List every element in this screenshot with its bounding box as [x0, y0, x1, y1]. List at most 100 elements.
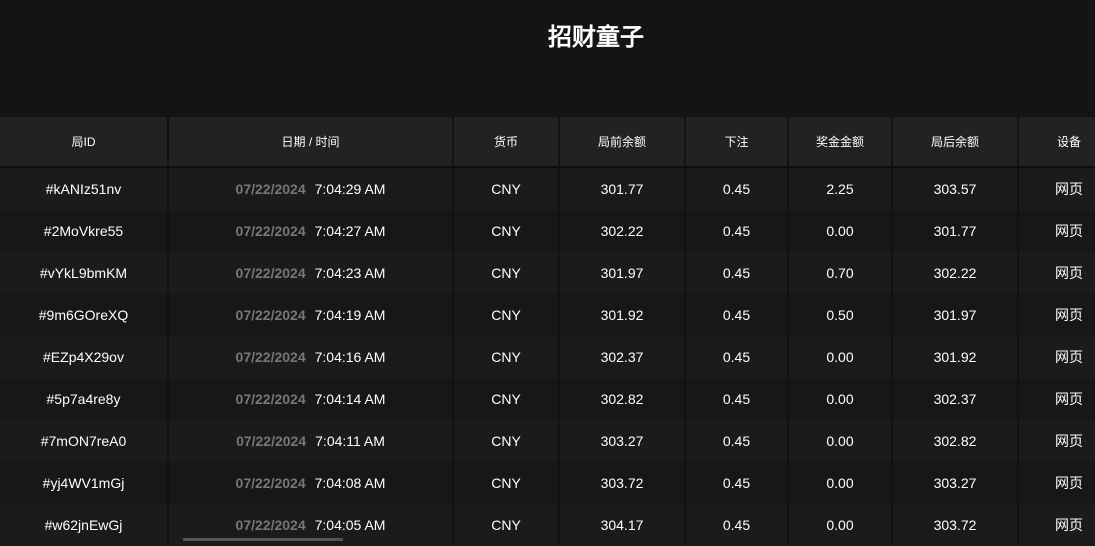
win-amount: 0.00: [788, 336, 893, 378]
win-amount: 0.00: [788, 378, 893, 420]
bet: 0.45: [685, 210, 789, 252]
bet: 0.45: [685, 336, 789, 378]
balance-after: 301.97: [892, 294, 1019, 336]
win-amount: 0.00: [788, 420, 893, 462]
time: 7:04:19 AM: [314, 307, 386, 323]
horizontal-scrollbar[interactable]: [183, 538, 343, 541]
table-row[interactable]: #kANIz51nv 07/22/2024 7:04:29 AM CNY 301.77 0…: [0, 167, 1095, 210]
balance-before: 303.72: [559, 462, 686, 504]
date: 07/22/2024: [235, 181, 306, 197]
balance-after: 301.77: [892, 210, 1019, 252]
bet: 0.45: [685, 252, 789, 294]
device: 网页: [1018, 294, 1095, 336]
balance-after: 303.72: [892, 504, 1019, 546]
bet: 0.45: [685, 462, 789, 504]
round-id: #vYkL9bmKM: [0, 252, 169, 294]
datetime: 07/22/2024 7:04:23 AM: [168, 252, 454, 294]
time: 7:04:08 AM: [314, 475, 386, 491]
column-header-win-amount: 奖金金额: [788, 117, 893, 168]
bet: 0.45: [685, 504, 789, 546]
time: 7:04:11 AM: [315, 433, 385, 449]
time: 7:04:29 AM: [314, 181, 386, 197]
date: 07/22/2024: [235, 475, 306, 491]
balance-after: 303.27: [892, 462, 1019, 504]
device: 网页: [1018, 462, 1095, 504]
column-header-round-id: 局ID: [0, 117, 169, 168]
device: 网页: [1018, 210, 1095, 252]
device: 网页: [1018, 167, 1095, 210]
date: 07/22/2024: [235, 223, 306, 239]
round-id: #w62jnEwGj: [0, 504, 169, 546]
currency: CNY: [453, 210, 560, 252]
balance-after: 302.82: [892, 420, 1019, 462]
balance-before: 301.77: [559, 167, 686, 210]
column-header-balance-before: 局前余额: [559, 117, 686, 168]
table-row[interactable]: #9m6GOreXQ 07/22/2024 7:04:19 AM CNY 301.92 0…: [0, 294, 1095, 336]
time: 7:04:14 AM: [314, 391, 386, 407]
page-title: 招财童子: [548, 24, 644, 51]
round-id: #kANIz51nv: [0, 167, 169, 210]
win-amount: 0.00: [788, 462, 893, 504]
table-row[interactable]: #7mON7reA0 07/22/2024 7:04:11 AM CNY 303.27 0…: [0, 420, 1095, 462]
datetime: 07/22/2024 7:04:27 AM: [168, 210, 454, 252]
device: 网页: [1018, 378, 1095, 420]
win-amount: 0.70: [788, 252, 893, 294]
datetime: 07/22/2024 7:04:16 AM: [168, 336, 454, 378]
datetime: 07/22/2024 7:04:29 AM: [168, 167, 454, 210]
bet: 0.45: [685, 294, 789, 336]
date: 07/22/2024: [236, 433, 307, 449]
device: 网页: [1018, 420, 1095, 462]
column-header-datetime: 日期 / 时间: [168, 117, 454, 168]
device: 网页: [1018, 252, 1095, 294]
balance-before: 302.37: [559, 336, 686, 378]
balance-before: 302.22: [559, 210, 686, 252]
win-amount: 0.00: [788, 210, 893, 252]
date: 07/22/2024: [235, 349, 306, 365]
header: 招财童子: [0, 0, 1095, 117]
table-row[interactable]: #w62jnEwGj 07/22/2024 7:04:05 AM CNY 304.17 0…: [0, 504, 1095, 546]
round-id: #9m6GOreXQ: [0, 294, 169, 336]
round-id: #7mON7reA0: [0, 420, 169, 462]
balance-after: 303.57: [892, 167, 1019, 210]
datetime: 07/22/2024 7:04:11 AM: [168, 420, 454, 462]
date: 07/22/2024: [235, 307, 306, 323]
datetime: 07/22/2024 7:04:19 AM: [168, 294, 454, 336]
table-row[interactable]: #2MoVkre55 07/22/2024 7:04:27 AM CNY 302.22 0…: [0, 210, 1095, 252]
balance-before: 303.27: [559, 420, 686, 462]
currency: CNY: [453, 294, 560, 336]
bet: 0.45: [685, 167, 789, 210]
bet: 0.45: [685, 378, 789, 420]
time: 7:04:23 AM: [314, 265, 386, 281]
bet: 0.45: [685, 420, 789, 462]
currency: CNY: [453, 420, 560, 462]
currency: CNY: [453, 378, 560, 420]
date: 07/22/2024: [235, 265, 306, 281]
time: 7:04:16 AM: [314, 349, 386, 365]
balance-before: 304.17: [559, 504, 686, 546]
currency: CNY: [453, 252, 560, 294]
date: 07/22/2024: [235, 517, 306, 533]
table-row[interactable]: #vYkL9bmKM 07/22/2024 7:04:23 AM CNY 301.97 0…: [0, 252, 1095, 294]
device: 网页: [1018, 336, 1095, 378]
table-row[interactable]: #5p7a4re8y 07/22/2024 7:04:14 AM CNY 302.82 0…: [0, 378, 1095, 420]
column-header-bet: 下注: [685, 117, 789, 168]
history-table: 局ID 日期 / 时间 货币 局前余额 下注 奖金金额 局后余额 设备 #kANIz51nv 0…: [0, 117, 1095, 546]
datetime: 07/22/2024 7:04:08 AM: [168, 462, 454, 504]
table-row[interactable]: #yj4WV1mGj 07/22/2024 7:04:08 AM CNY 303.72 0…: [0, 462, 1095, 504]
round-id: #5p7a4re8y: [0, 378, 169, 420]
win-amount: 0.00: [788, 504, 893, 546]
balance-after: 302.22: [892, 252, 1019, 294]
balance-after: 301.92: [892, 336, 1019, 378]
balance-before: 301.97: [559, 252, 686, 294]
date: 07/22/2024: [235, 391, 306, 407]
balance-before: 302.82: [559, 378, 686, 420]
table-row[interactable]: #EZp4X29ov 07/22/2024 7:04:16 AM CNY 302.37 0…: [0, 336, 1095, 378]
currency: CNY: [453, 504, 560, 546]
column-header-balance-after: 局后余额: [892, 117, 1019, 168]
device: 网页: [1018, 504, 1095, 546]
balance-after: 302.37: [892, 378, 1019, 420]
win-amount: 0.50: [788, 294, 893, 336]
round-id: #yj4WV1mGj: [0, 462, 169, 504]
column-header-currency: 货币: [453, 117, 560, 168]
round-id: #EZp4X29ov: [0, 336, 169, 378]
